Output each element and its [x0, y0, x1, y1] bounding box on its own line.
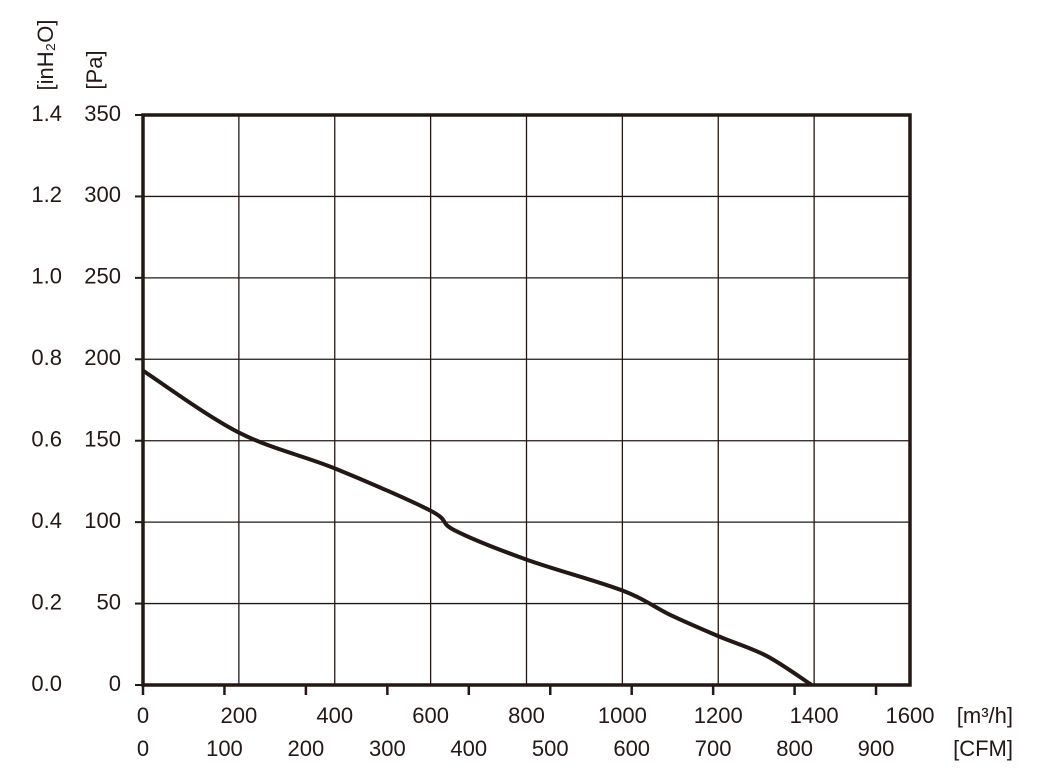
y2-axis-label: [inH₂O]	[33, 20, 58, 91]
x2-tick-label: 300	[369, 736, 406, 761]
x-tick-label: 800	[508, 703, 545, 728]
y-tick-label: 100	[84, 508, 121, 533]
x-tick-label: 200	[221, 703, 258, 728]
x2-tick-label: 500	[532, 736, 569, 761]
y-tick-label: 50	[97, 589, 121, 614]
x-tick-label: 1400	[790, 703, 839, 728]
x-tick-label: 0	[137, 703, 149, 728]
x-tick-label: 1200	[694, 703, 743, 728]
y-tick-label: 150	[84, 427, 121, 452]
x-tick-label: 600	[412, 703, 449, 728]
y2-tick-label: 1.4	[31, 101, 62, 126]
x-tick-label: 400	[316, 703, 353, 728]
x2-tick-label: 700	[695, 736, 732, 761]
y-tick-label: 250	[84, 264, 121, 289]
x-tick-label: 1600	[886, 703, 935, 728]
y2-tick-label: 1.0	[31, 264, 62, 289]
x2-tick-label: 400	[450, 736, 487, 761]
x2-tick-label: 600	[613, 736, 650, 761]
y2-tick-label: 0.8	[31, 345, 62, 370]
y2-tick-label: 0.6	[31, 427, 62, 452]
y-tick-label: 0	[109, 671, 121, 696]
x2-tick-label: 800	[776, 736, 813, 761]
y-tick-label: 300	[84, 182, 121, 207]
x2-axis-label: [CFM]	[953, 736, 1013, 761]
y2-tick-label: 0.2	[31, 589, 62, 614]
x2-tick-label: 900	[858, 736, 895, 761]
x-axis-label: [m³/h]	[957, 703, 1013, 728]
y2-tick-label: 0.4	[31, 508, 62, 533]
x-tick-label: 1000	[598, 703, 647, 728]
y2-tick-label: 1.2	[31, 182, 62, 207]
x2-tick-label: 100	[206, 736, 243, 761]
plot-frame	[141, 113, 912, 687]
y2-tick-label: 0.0	[31, 671, 62, 696]
x2-tick-label: 0	[137, 736, 149, 761]
curve	[141, 369, 813, 687]
y-tick-label: 200	[84, 345, 121, 370]
x2-tick-label: 200	[288, 736, 325, 761]
y-axis-label: [Pa]	[82, 50, 107, 89]
y-tick-label: 350	[84, 101, 121, 126]
